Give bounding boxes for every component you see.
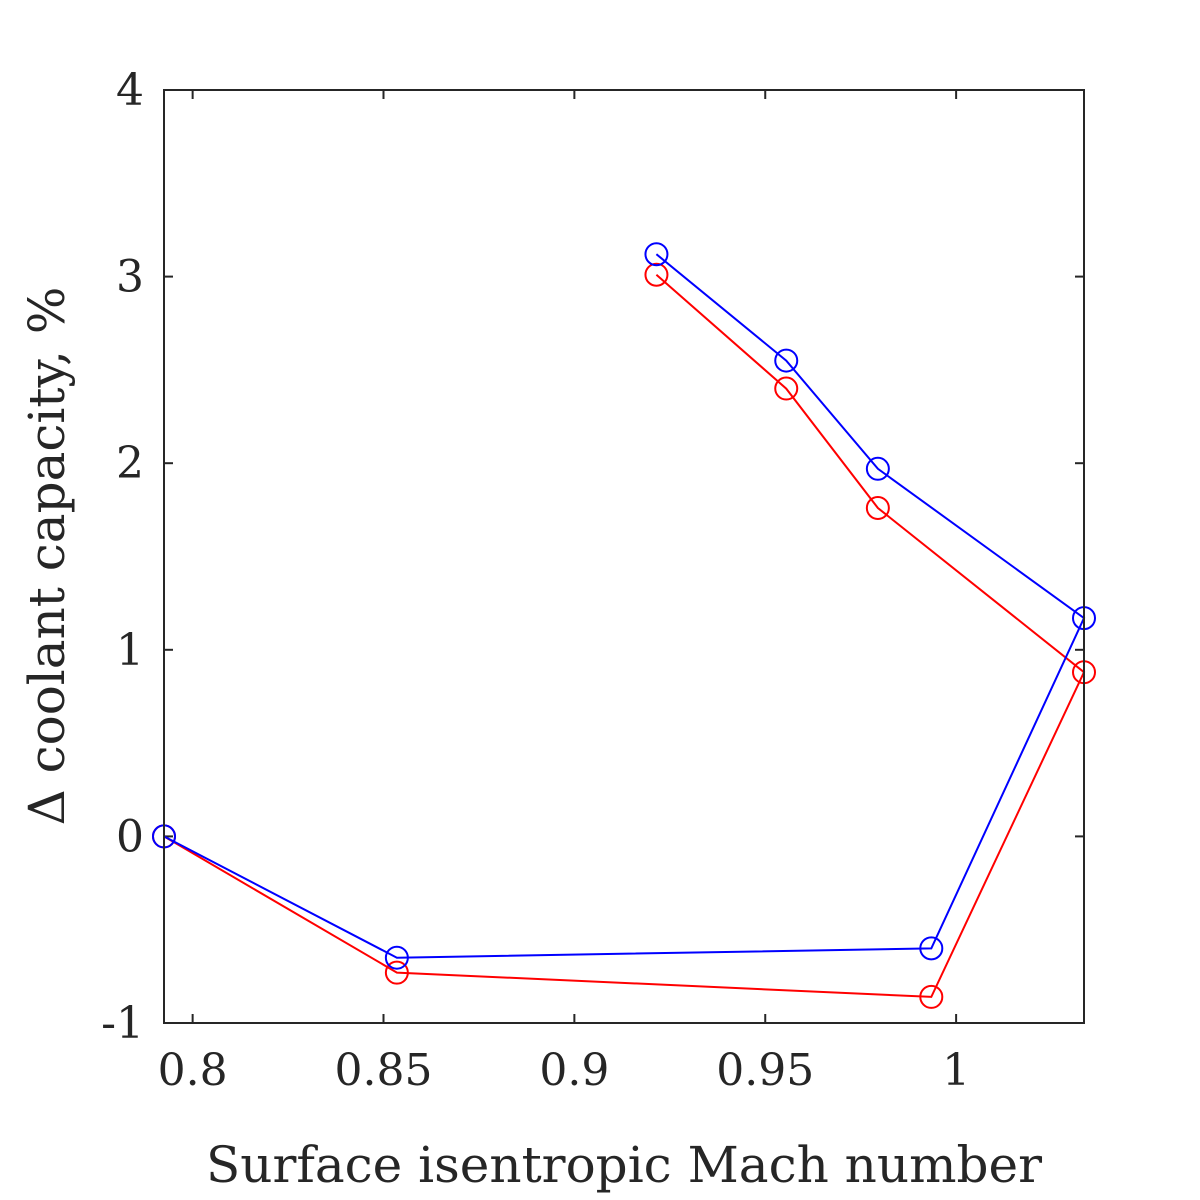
data-point [865,456,890,481]
data-point [774,348,799,373]
y-tick-label: -1 [101,998,144,1049]
x-tick-label: 0.85 [335,1045,433,1096]
data-point [384,960,409,985]
data-point [384,945,409,970]
y-tick-label: 2 [116,438,144,489]
tick-labels: 0.8 0.85 0.9 0.95 1 -1 0 1 2 3 4 [101,65,970,1096]
data-point [919,936,944,961]
x-axis-label: Surface isentropic Mach number [206,1136,1042,1194]
x-tick-label: 0.95 [716,1045,814,1096]
y-tick-label: 3 [116,252,144,303]
data-point [644,242,669,267]
plot-background [164,90,1084,1023]
y-tick-label: 0 [116,811,144,862]
data-point [644,262,669,287]
y-axis-label: Δ coolant capacity, % [18,287,76,826]
x-tick-label: 0.8 [158,1045,228,1096]
plot-frame [163,89,1085,1024]
data-point [865,495,890,520]
data-point [774,376,799,401]
data-point [919,984,944,1009]
x-tick-label: 1 [942,1045,970,1096]
y-tick-label: 4 [116,65,144,116]
x-tick-label: 0.9 [539,1045,609,1096]
y-tick-label: 1 [116,625,144,676]
